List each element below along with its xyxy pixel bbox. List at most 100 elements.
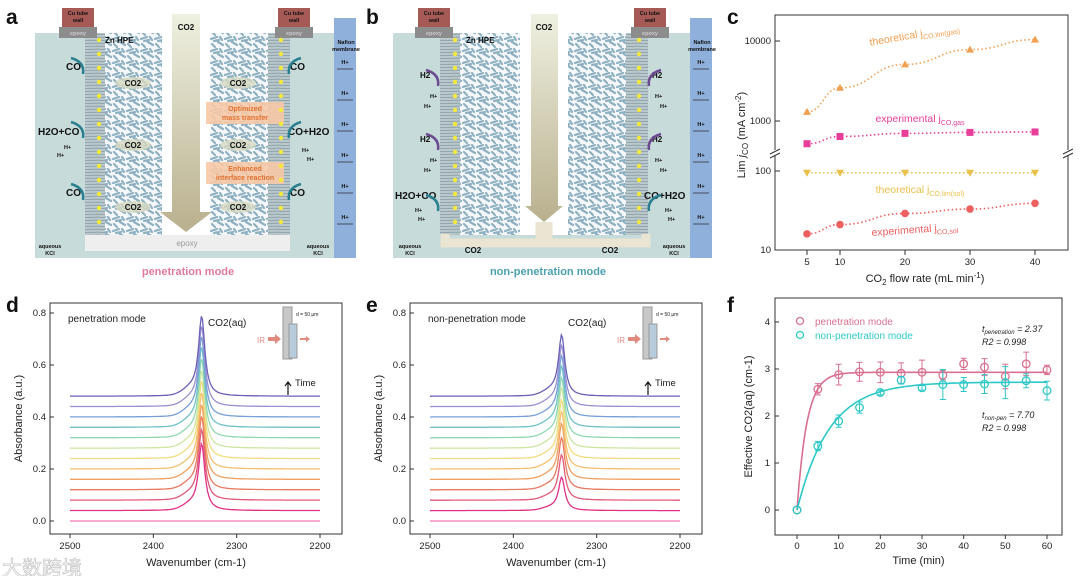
- electron-dot: [636, 191, 642, 197]
- electron-dot: [452, 107, 458, 113]
- electron-dot: [278, 107, 284, 113]
- legend-marker: [795, 330, 805, 340]
- x-tick-label: 2500: [59, 541, 80, 552]
- spectrum-curve: [70, 381, 320, 460]
- x-tick-label: 2200: [669, 541, 690, 552]
- spectrum-curve: [70, 336, 320, 418]
- error-bar: [814, 440, 821, 452]
- electron-dot: [452, 135, 458, 141]
- electron-dot: [96, 135, 102, 141]
- nafion-membrane: [334, 18, 356, 258]
- diagram-decorations: H+ H+ H+ H+ H+ H+ H+ H+ H+ H+ H+ H+: [70, 37, 709, 225]
- y-tick-label: 0.6: [33, 360, 46, 371]
- inset-window: [288, 323, 298, 359]
- co2-label: CO2: [125, 79, 142, 88]
- time-label: Time: [295, 378, 316, 389]
- h-plus-label: H+: [302, 148, 309, 154]
- co2-diffusion-left: [440, 222, 545, 248]
- y-tick-label: 1: [765, 458, 770, 469]
- panel-label-a: a: [6, 6, 18, 29]
- electron-dot: [278, 191, 284, 197]
- y-axis-label: Absorbance (a.u.): [13, 375, 25, 462]
- data-point: [959, 380, 969, 389]
- reaction-arrow: [287, 56, 302, 75]
- data-point: [875, 388, 885, 397]
- aqueous-label: aqueous: [307, 244, 330, 250]
- spectrum-curve: [430, 343, 680, 408]
- h-plus-label: H+: [430, 158, 437, 164]
- plot-frame: [774, 14, 1069, 251]
- cu-tube-left: Cu tube wall epoxy: [59, 8, 97, 38]
- electron-dot: [96, 51, 102, 57]
- electron-dot: [96, 191, 102, 197]
- electron-dot: [96, 79, 102, 85]
- electron-dot: [636, 79, 642, 85]
- legend-label: penetration mode: [815, 317, 893, 328]
- reaction-arrow: [70, 56, 85, 75]
- spectrum-curve: [430, 386, 680, 449]
- electron-dot: [636, 163, 642, 169]
- electron-dot: [278, 121, 284, 127]
- peak-label: CO2(aq): [208, 318, 246, 329]
- x-tick-label: 50: [1000, 541, 1011, 552]
- x-tick-label: 2300: [226, 541, 247, 552]
- electron-dot: [452, 65, 458, 71]
- electron-dot: [636, 149, 642, 155]
- h-plus-label: H+: [341, 122, 348, 128]
- reaction-arrow: [647, 68, 662, 87]
- h-plus-label: H+: [697, 91, 704, 97]
- y-tick-label: 1000: [750, 116, 771, 127]
- panel-label-c: c: [727, 6, 739, 29]
- data-point: [896, 375, 906, 385]
- interface-reaction-box: [206, 162, 284, 184]
- electron-dot: [452, 121, 458, 127]
- electron-dot: [278, 51, 284, 57]
- h-plus-label: H+: [341, 153, 348, 159]
- co2-stream-group: CO2 CO2 CO2 CO2 CO2 CO2: [115, 77, 256, 213]
- data-point: [1042, 386, 1052, 396]
- electron-dot: [278, 135, 284, 141]
- fiber-layer-right: [268, 33, 290, 235]
- y-tick-label: 0.8: [393, 308, 406, 319]
- x-tick-label: 40: [958, 541, 969, 552]
- x-tick-label: 30: [965, 257, 976, 268]
- data-point: [834, 416, 844, 426]
- data-point-square: [966, 128, 974, 136]
- membrane-label: membrane: [688, 47, 716, 53]
- error-bar: [939, 368, 946, 401]
- time-arrow-icon: [284, 381, 292, 395]
- x-tick-label: 10: [833, 541, 844, 552]
- x-tick-label: 40: [1030, 257, 1041, 268]
- interface-reaction-label: interface reaction: [216, 175, 274, 182]
- h-plus-label: H+: [341, 60, 348, 66]
- series-label-3: experimental jCO,sol: [871, 221, 959, 241]
- membrane-label: membrane: [332, 47, 360, 53]
- wall-label: wall: [428, 18, 440, 24]
- co2-label: CO2: [125, 203, 142, 212]
- wall-label: wall: [72, 18, 84, 24]
- ir-label: IR: [257, 336, 265, 345]
- inset-thickness: d = 50 μm: [656, 312, 678, 318]
- x-axis-label: CO2 flow rate (mL min-1): [866, 271, 985, 287]
- data-point-triangle: [803, 107, 811, 115]
- electron-dot: [636, 135, 642, 141]
- co-h2o-label: CO+H2O: [644, 191, 686, 202]
- electron-dot: [96, 219, 102, 225]
- spectrum-curve: [70, 392, 320, 470]
- watermark: 大数跨境: [2, 557, 82, 576]
- non-penetration-mode-diagram: CO2 CO2 Cu tube wall epoxy Cu tube wall …: [393, 8, 716, 278]
- x-tick-label: 20: [875, 541, 886, 552]
- data-point: [875, 367, 885, 377]
- h-plus-label: H+: [697, 184, 704, 190]
- data-point: [813, 384, 823, 394]
- ir-label: IR: [617, 336, 625, 345]
- x-tick-label: 2400: [503, 541, 524, 552]
- h-plus-label: H+: [668, 217, 675, 223]
- y-tick-label: 0.2: [393, 464, 406, 475]
- h-plus-label: H+: [697, 215, 704, 221]
- h2o-co-label: H2O+CO: [38, 127, 80, 138]
- data-point-circle: [966, 205, 974, 213]
- electron-dot: [96, 65, 102, 71]
- aqueous-label: aqueous: [39, 244, 62, 250]
- y-tick-label: 0: [765, 505, 770, 516]
